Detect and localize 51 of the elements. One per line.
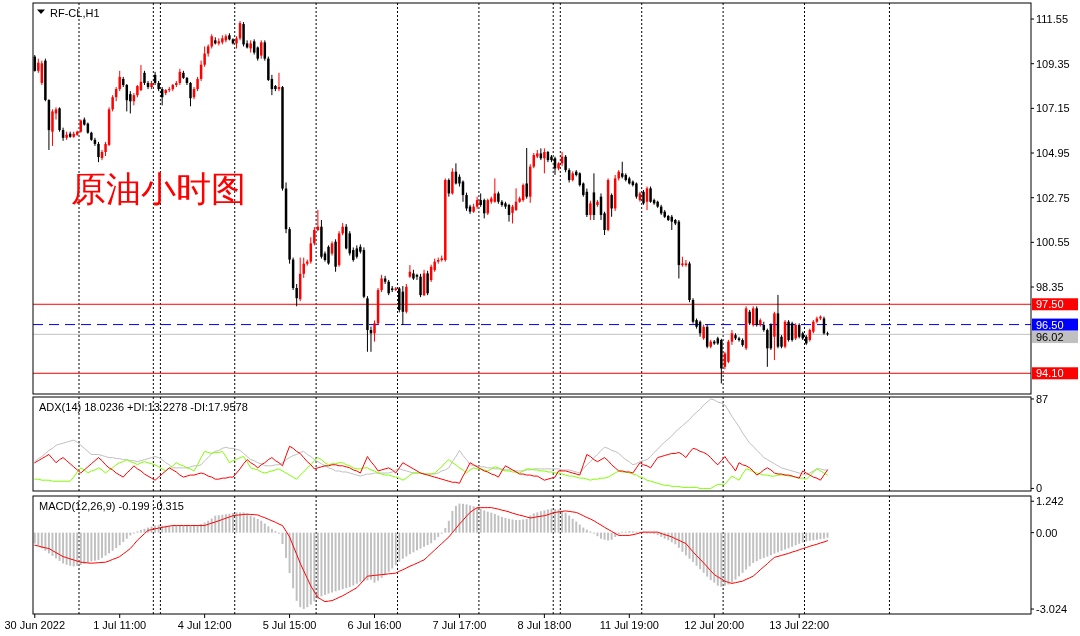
candlestick (426, 270, 429, 296)
text: 原油小时图 (71, 170, 246, 209)
x-tick-label: 12 Jul 20:00 (684, 619, 745, 631)
line-series (34, 398, 829, 477)
chart-title: MACD(12,26,9) -0.199 -0.315 (39, 500, 184, 512)
candlestick (97, 141, 100, 163)
candlestick (543, 147, 546, 174)
candlestick (51, 108, 54, 147)
y-tick-label: 107.15 (1036, 102, 1070, 115)
x-tick-label: 1 Jul 11:00 (93, 619, 147, 631)
candlestick (787, 319, 790, 343)
y-tick-label: 104.95 (1036, 147, 1070, 160)
y-tick-label: 0.00 (1036, 526, 1058, 539)
y-tick-label: 98.35 (1036, 281, 1064, 294)
candlestick (589, 200, 592, 221)
candlestick (610, 192, 613, 218)
x-tick-label: 5 Jul 15:00 (262, 619, 317, 631)
x-tick-label: 11 Jul 19:00 (599, 619, 659, 631)
y-tick-label: 102.75 (1036, 191, 1070, 204)
candlestick (525, 147, 528, 200)
y-tick-label: 111.55 (1036, 13, 1069, 26)
candlestick (737, 336, 741, 343)
candlestick (260, 39, 263, 60)
candlestick (720, 338, 723, 384)
y-tick-label: 87 (1036, 392, 1049, 405)
x-tick-label: 6 Jul 16:00 (347, 619, 402, 631)
candlestick (242, 21, 245, 47)
chart-title: ADX(14) 18.0236 +DI:13.2278 -DI:17.9578 (39, 401, 248, 413)
x-tick-label: 7 Jul 17:00 (432, 619, 487, 631)
candlestick (766, 328, 769, 368)
y-tick-label: -3.024 (1036, 603, 1068, 616)
ref-line-label: 96.02 (1036, 331, 1064, 344)
ref-line-label: 94.10 (1036, 367, 1064, 380)
ref-line-label: 96.50 (1036, 318, 1064, 331)
ref-line-label: 97.50 (1036, 298, 1064, 311)
x-tick-label: 13 Jul 22:00 (769, 619, 830, 631)
y-tick-label: 100.55 (1036, 236, 1070, 249)
y-tick-label: 1.242 (1036, 495, 1064, 508)
candlestick (755, 305, 758, 328)
x-tick-label: 8 Jul 18:00 (517, 619, 572, 631)
candlestick (419, 273, 422, 298)
y-tick-label: 109.35 (1036, 57, 1070, 70)
candlestick (327, 244, 330, 266)
candlestick (189, 81, 192, 107)
y-tick-label: 0 (1036, 482, 1043, 495)
x-tick-label: 30 Jun 2022 (4, 619, 66, 631)
chart-title: RF-CL,H1 (50, 7, 100, 19)
candlestick (451, 167, 454, 196)
candlestick (684, 259, 688, 268)
x-tick-label: 4 Jul 12:00 (177, 619, 232, 631)
candlestick (773, 311, 776, 361)
